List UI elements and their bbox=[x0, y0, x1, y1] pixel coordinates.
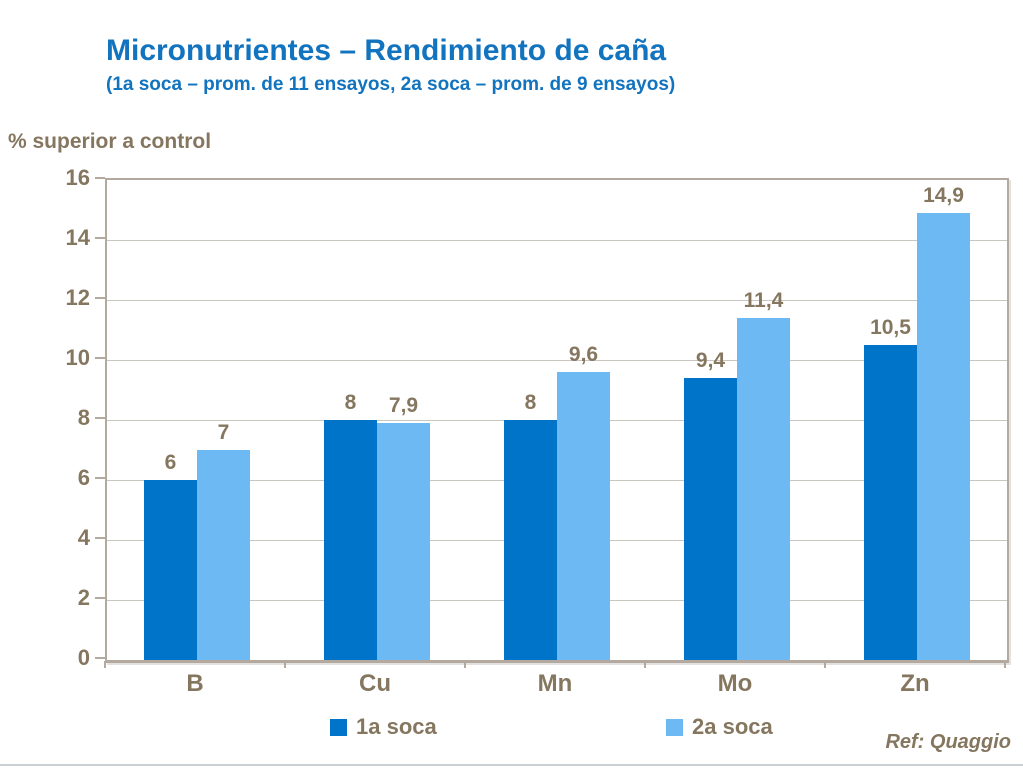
legend-label-1a-soca: 1a soca bbox=[356, 714, 437, 739]
y-tick-mark bbox=[95, 297, 105, 299]
x-tick-mark bbox=[104, 661, 106, 668]
bar-value-label: 6 bbox=[164, 451, 177, 474]
bar-2a-soca-Zn bbox=[917, 213, 970, 660]
bar-1a-soca-B bbox=[144, 480, 197, 660]
bar-1a-soca-Zn bbox=[864, 345, 917, 660]
x-tick-mark bbox=[824, 661, 826, 668]
y-tick-mark bbox=[95, 537, 105, 539]
x-category-label-Zn: Zn bbox=[900, 670, 930, 697]
bar-value-label: 9,4 bbox=[695, 349, 726, 372]
plot-area: 6 7 8 7,9 8 9,6 9,4 11,4 10,5 14,9 bbox=[105, 178, 1009, 663]
x-category-label-B: B bbox=[186, 670, 204, 697]
y-tick-label: 0 bbox=[77, 645, 90, 670]
x-category-label-Mn: Mn bbox=[537, 670, 573, 697]
y-tick-mark bbox=[95, 177, 105, 179]
bar-value-label: 7,9 bbox=[388, 394, 419, 417]
x-category-label-Cu: Cu bbox=[359, 670, 391, 697]
bar-value-label: 8 bbox=[524, 391, 537, 414]
bar-value-label: 14,9 bbox=[923, 184, 964, 207]
y-tick-label: 2 bbox=[77, 585, 90, 610]
x-category-label-Mo: Mo bbox=[717, 670, 753, 697]
reference-credit: Ref: Quaggio bbox=[885, 731, 1011, 753]
legend-swatch-2a-soca bbox=[666, 718, 683, 736]
bar-2a-soca-Mo bbox=[737, 318, 790, 660]
bar-1a-soca-Cu bbox=[324, 420, 377, 660]
y-tick-label: 16 bbox=[65, 165, 90, 190]
x-tick-mark bbox=[1004, 661, 1006, 668]
bar-1a-soca-Mn bbox=[504, 420, 557, 660]
bar-value-label: 9,6 bbox=[568, 343, 599, 366]
x-tick-mark bbox=[464, 661, 466, 668]
y-tick-mark bbox=[95, 417, 105, 419]
y-tick-mark bbox=[95, 237, 105, 239]
legend-label-2a-soca: 2a soca bbox=[692, 714, 773, 739]
gridline bbox=[107, 240, 1007, 241]
y-tick-mark bbox=[95, 477, 105, 479]
x-tick-mark bbox=[644, 661, 646, 668]
y-tick-mark bbox=[95, 657, 105, 659]
y-tick-label: 4 bbox=[77, 525, 90, 550]
bar-value-label: 10,5 bbox=[870, 316, 911, 339]
y-axis-title: % superior a control bbox=[8, 130, 212, 153]
y-tick-label: 14 bbox=[65, 225, 90, 250]
legend-item-1a-soca: 1a soca bbox=[330, 714, 437, 740]
legend-item-2a-soca: 2a soca bbox=[666, 714, 773, 740]
legend-swatch-1a-soca bbox=[330, 718, 347, 736]
bar-2a-soca-B bbox=[197, 450, 250, 660]
bar-value-label: 7 bbox=[217, 421, 230, 444]
y-tick-label: 6 bbox=[77, 465, 90, 490]
bar-2a-soca-Cu bbox=[377, 423, 430, 660]
chart-subtitle: (1a soca – prom. de 11 ensayos, 2a soca … bbox=[106, 74, 676, 95]
bar-value-label: 8 bbox=[344, 391, 357, 414]
bottom-divider bbox=[0, 764, 1023, 766]
y-tick-label: 12 bbox=[65, 285, 90, 310]
y-tick-label: 8 bbox=[77, 405, 90, 430]
y-tick-mark bbox=[95, 597, 105, 599]
chart-title: Micronutrientes – Rendimiento de caña bbox=[106, 34, 667, 67]
gridline bbox=[107, 300, 1007, 301]
x-tick-mark bbox=[284, 661, 286, 668]
bar-1a-soca-Mo bbox=[684, 378, 737, 660]
y-tick-label: 10 bbox=[65, 345, 90, 370]
bar-value-label: 11,4 bbox=[743, 289, 784, 312]
bar-2a-soca-Mn bbox=[557, 372, 610, 660]
y-tick-mark bbox=[95, 357, 105, 359]
gridline bbox=[107, 360, 1007, 361]
